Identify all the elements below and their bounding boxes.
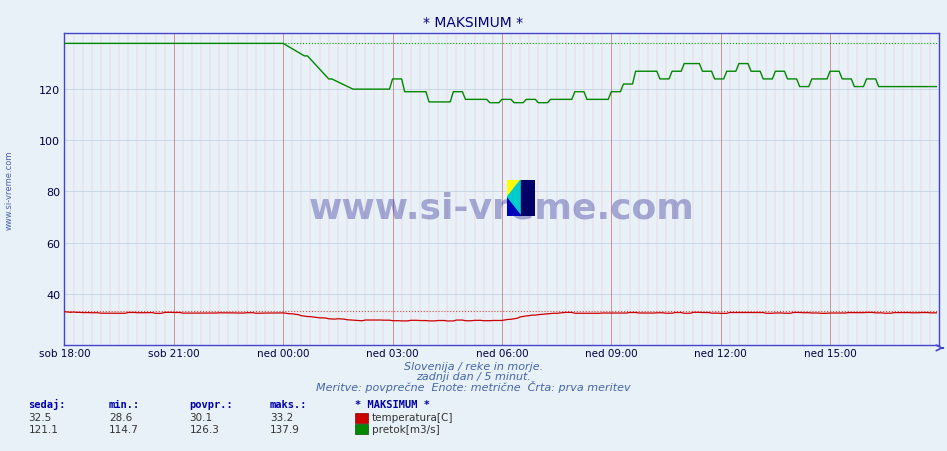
- Polygon shape: [507, 198, 521, 216]
- Bar: [521, 180, 535, 216]
- Text: * MAKSIMUM *: * MAKSIMUM *: [423, 16, 524, 30]
- Text: 28.6: 28.6: [109, 412, 133, 422]
- Text: www.si-vreme.com: www.si-vreme.com: [309, 191, 695, 225]
- Polygon shape: [507, 180, 521, 198]
- Text: 114.7: 114.7: [109, 423, 139, 433]
- Text: zadnji dan / 5 minut.: zadnji dan / 5 minut.: [416, 371, 531, 381]
- Text: 126.3: 126.3: [189, 423, 220, 433]
- Text: sedaj:: sedaj:: [28, 398, 66, 409]
- Text: min.:: min.:: [109, 399, 140, 409]
- Text: pretok[m3/s]: pretok[m3/s]: [372, 423, 440, 433]
- Text: www.si-vreme.com: www.si-vreme.com: [5, 150, 14, 229]
- Text: 32.5: 32.5: [28, 412, 52, 422]
- Text: 33.2: 33.2: [270, 412, 294, 422]
- Polygon shape: [507, 180, 521, 216]
- Text: povpr.:: povpr.:: [189, 399, 233, 409]
- Text: 30.1: 30.1: [189, 412, 212, 422]
- Text: * MAKSIMUM *: * MAKSIMUM *: [355, 399, 430, 409]
- Text: maks.:: maks.:: [270, 399, 308, 409]
- Text: 121.1: 121.1: [28, 423, 59, 433]
- Text: 137.9: 137.9: [270, 423, 300, 433]
- Text: temperatura[C]: temperatura[C]: [372, 412, 454, 422]
- Text: Meritve: povprečne  Enote: metrične  Črta: prva meritev: Meritve: povprečne Enote: metrične Črta:…: [316, 381, 631, 393]
- Text: Slovenija / reke in morje.: Slovenija / reke in morje.: [404, 361, 543, 371]
